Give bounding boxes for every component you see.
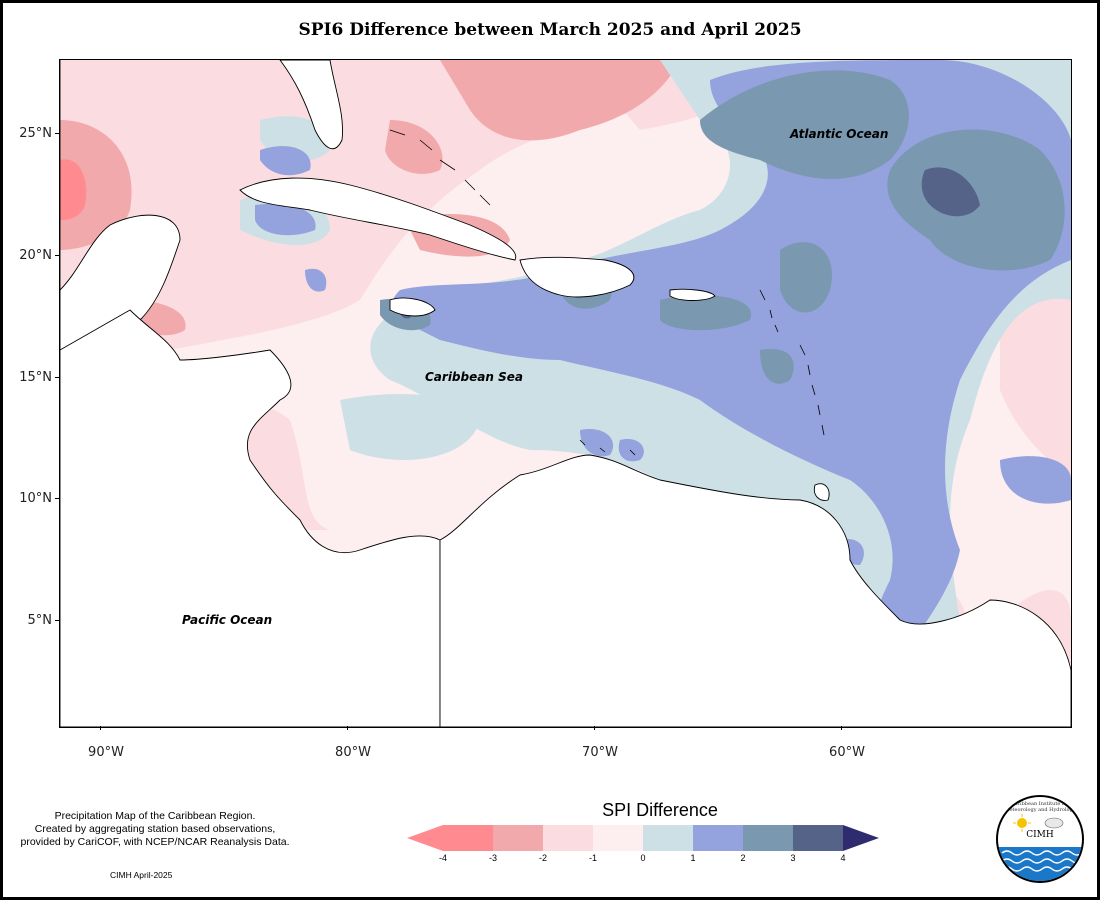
lat-tick [55,498,59,499]
lat-tick [55,620,59,621]
lat-tick [55,255,59,256]
sun-icon [1017,818,1027,828]
credit-line-2: Created by aggregating station based obs… [34,823,276,835]
small-islands [389,129,825,456]
legend-tick: 2 [740,853,746,863]
lon-label-70w: 70°W [582,745,618,760]
spi-map [60,60,1071,727]
lat-label-5n: 5°N [27,613,53,628]
credit-date: CIMH April-2025 [110,870,173,880]
field-minus4 [60,159,87,220]
legend-tick: -3 [488,853,498,863]
logo-ring-text: Caribbean Institute for Meteorology and … [1004,801,1076,813]
lat-label-15n: 15°N [19,370,52,385]
sun-rays [1013,814,1031,832]
legend-swatch-zero [643,825,693,851]
legend-arrow-high [843,825,879,851]
water-waves-icon [998,847,1082,881]
credit-text: Precipitation Map of the Caribbean Regio… [0,810,310,849]
cimh-logo: Caribbean Institute for Meteorology and … [996,795,1084,883]
map-title: SPI6 Difference between March 2025 and A… [298,20,802,40]
logo-art [998,814,1082,881]
legend-swatch-plus3 [793,825,843,851]
lat-label-20n: 20°N [19,248,52,263]
lat-label-10n: 10°N [19,491,52,506]
color-legend [407,825,879,851]
lon-tick [594,726,595,730]
legend-swatch-minus2 [543,825,593,851]
lon-tick [841,726,842,730]
lon-label-80w: 80°W [335,745,371,760]
map-panel [59,59,1072,728]
lon-tick [100,726,101,730]
lon-label-60w: 60°W [829,745,865,760]
legend-swatch-minus4 [443,825,493,851]
field-plus1 [255,60,1071,690]
legend-arrow-low [407,825,443,851]
lat-tick [55,133,59,134]
cloud-icon [1044,817,1064,829]
lat-tick [55,377,59,378]
legend-swatch-plus2 [743,825,793,851]
lat-label-25n: 25°N [19,126,52,141]
legend-tick: -1 [588,853,598,863]
legend-tick: -2 [538,853,548,863]
credit-line-1: Precipitation Map of the Caribbean Regio… [54,810,256,822]
legend-tick: 3 [790,853,796,863]
atlantic-ocean-label: Atlantic Ocean [790,127,889,141]
legend-tick: -4 [438,853,448,863]
legend-tick: 1 [690,853,696,863]
legend-tick: 0 [640,853,646,863]
pacific-ocean-label: Pacific Ocean [182,613,273,627]
credit-line-3: provided by CariCOF, with NCEP/NCAR Rean… [20,836,290,848]
legend-title: SPI Difference [602,800,718,820]
legend-swatch-plus1 [693,825,743,851]
legend-tick: 4 [840,853,846,863]
legend-swatch-minus1 [593,825,643,851]
lon-label-90w: 90°W [88,745,124,760]
legend-swatch-minus3 [493,825,543,851]
caribbean-sea-label: Caribbean Sea [425,370,523,384]
lon-tick [347,726,348,730]
land [60,60,1071,727]
logo-abbr: CIMH [1026,830,1054,840]
